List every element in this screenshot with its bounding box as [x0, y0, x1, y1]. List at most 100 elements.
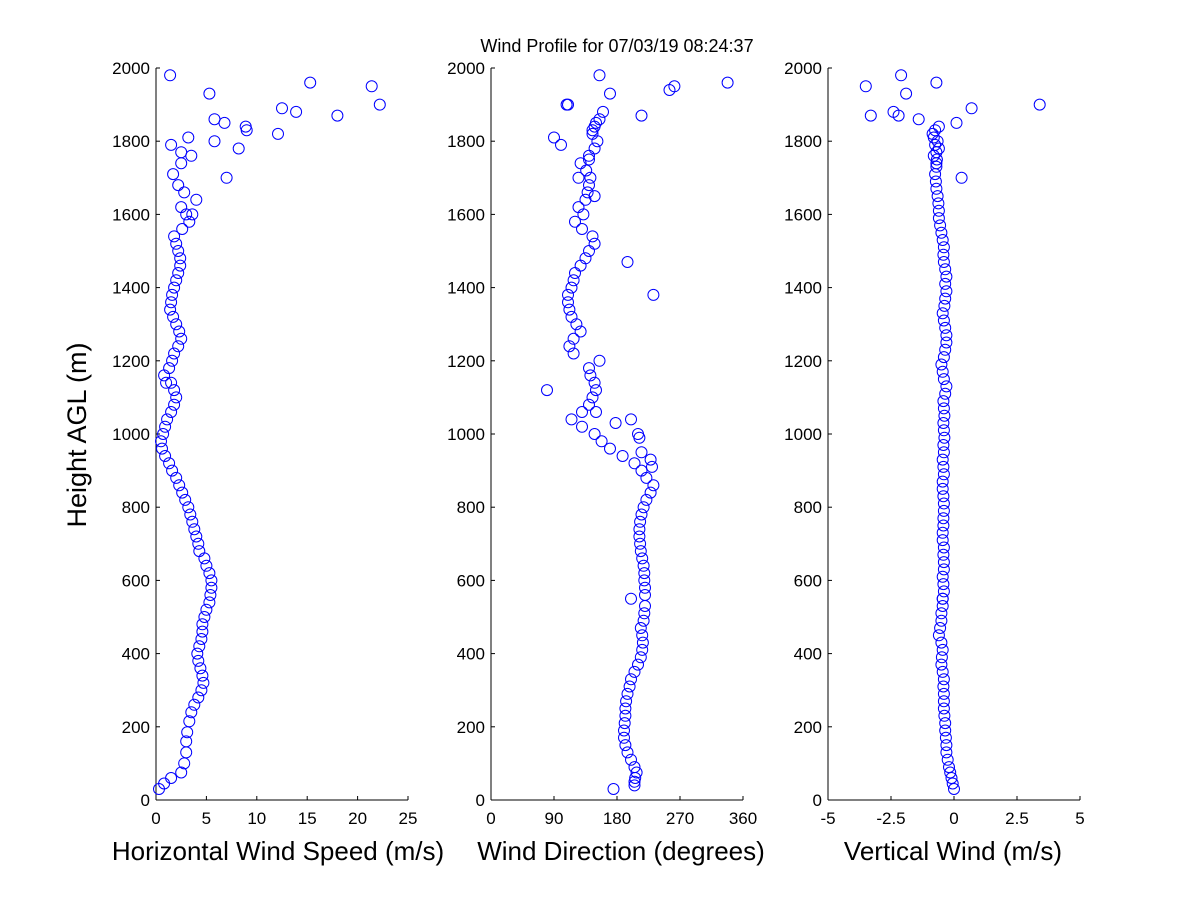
data-point: [634, 622, 647, 634]
data-point: [583, 153, 595, 166]
data-point: [597, 105, 609, 118]
data-point: [935, 607, 948, 620]
data-point: [937, 695, 950, 708]
data-point: [180, 735, 193, 748]
data-point: [173, 479, 186, 492]
data-point: [616, 450, 629, 462]
data-point: [935, 226, 948, 239]
data-point: [165, 138, 178, 151]
data-point: [593, 113, 606, 126]
data-point: [195, 684, 208, 697]
data-point: [155, 435, 167, 448]
data-point: [931, 135, 944, 148]
data-point: [892, 109, 905, 122]
data-point: [200, 603, 213, 616]
data-point: [164, 69, 177, 82]
data-point: [186, 208, 199, 221]
data-point: [937, 519, 950, 532]
y-tick-label: 1200: [447, 352, 485, 371]
data-point: [218, 116, 231, 129]
data-point: [937, 585, 950, 598]
data-point: [633, 530, 646, 543]
data-point: [644, 453, 657, 466]
data-point: [937, 402, 950, 415]
y-tick-label: 2000: [112, 59, 150, 78]
data-point: [940, 746, 953, 759]
data-point: [939, 731, 952, 744]
data-point: [936, 475, 949, 488]
data-point: [198, 552, 211, 565]
x-tick-label: 25: [399, 809, 418, 828]
data-point: [668, 80, 681, 93]
data-point: [156, 442, 168, 455]
data-point: [166, 288, 179, 301]
data-point: [170, 274, 183, 287]
data-point: [940, 329, 953, 342]
data-point: [179, 493, 192, 506]
x-tick-label: 180: [603, 809, 631, 828]
data-point: [948, 783, 960, 795]
data-point: [930, 157, 943, 170]
data-point: [168, 384, 181, 397]
data-point: [930, 160, 943, 173]
data-point: [173, 325, 186, 338]
x-tick-label: 90: [545, 809, 564, 828]
x-axis-label: Vertical Wind (m/s): [844, 836, 1062, 866]
data-point: [936, 307, 949, 320]
data-point: [625, 673, 637, 686]
data-point: [563, 340, 576, 353]
data-point: [190, 530, 203, 543]
data-point: [621, 746, 634, 759]
data-point: [161, 413, 174, 426]
data-point: [165, 376, 178, 389]
data-point: [937, 446, 950, 459]
data-point: [595, 435, 608, 448]
data-point: [170, 471, 183, 484]
data-point: [175, 766, 188, 779]
y-tick-label: 1000: [447, 425, 485, 444]
data-point: [168, 281, 181, 294]
y-tick-label: 1800: [112, 132, 150, 151]
data-point: [932, 629, 945, 642]
data-point: [579, 252, 592, 265]
x-tick-label: -2.5: [876, 809, 905, 828]
data-point: [638, 607, 651, 620]
data-point: [938, 709, 951, 722]
data-point: [164, 303, 177, 316]
data-point: [912, 113, 925, 126]
data-point: [934, 219, 947, 232]
data-point: [1033, 98, 1046, 111]
data-point: [182, 131, 195, 144]
data-point: [373, 98, 386, 111]
data-point: [183, 715, 196, 728]
data-point: [183, 215, 196, 228]
data-point: [240, 124, 253, 137]
y-tick-label: 1800: [784, 132, 822, 151]
data-point: [936, 234, 949, 246]
data-point: [166, 464, 179, 477]
data-point: [586, 127, 599, 140]
data-point: [633, 431, 646, 444]
data-point: [184, 508, 197, 521]
data-point: [276, 102, 288, 115]
data-point: [937, 541, 950, 554]
data-point: [619, 702, 632, 715]
data-point: [636, 629, 649, 642]
data-point: [937, 314, 950, 327]
data-point: [630, 766, 643, 779]
figure-title: Wind Profile for 07/03/19 08:24:37: [480, 36, 753, 56]
data-point: [936, 570, 949, 583]
data-point: [331, 109, 344, 122]
data-point: [192, 654, 205, 667]
data-point: [175, 201, 188, 214]
data-point: [290, 105, 303, 118]
data-point: [163, 362, 176, 375]
data-point: [590, 116, 602, 129]
data-point: [572, 171, 585, 184]
data-point: [583, 179, 595, 192]
y-tick-label: 400: [457, 645, 485, 664]
x-tick-label: 5: [1075, 809, 1084, 828]
data-point: [198, 611, 211, 623]
data-point: [576, 420, 588, 433]
data-point: [936, 534, 949, 547]
